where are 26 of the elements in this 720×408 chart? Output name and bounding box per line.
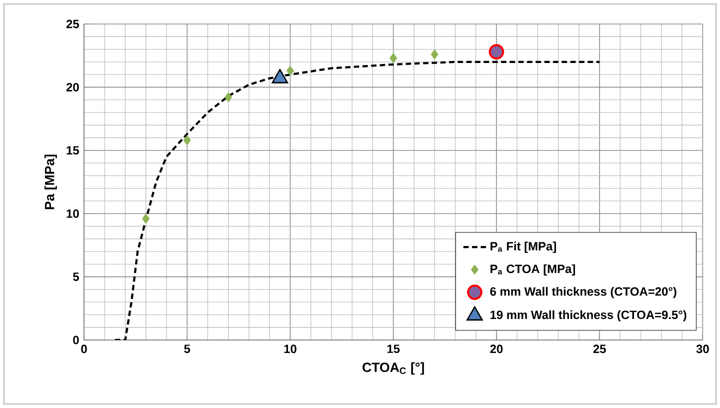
x-tick-label: 0 xyxy=(81,344,87,354)
y-tick-label: 10 xyxy=(66,209,79,218)
x-tick-label: 30 xyxy=(696,344,709,354)
y-tick-label: 25 xyxy=(66,20,79,28)
point xyxy=(224,92,232,102)
y-tick-label: 15 xyxy=(66,146,79,155)
x-tick-label: 10 xyxy=(284,344,296,354)
point xyxy=(430,49,438,60)
y-tick-label: 0 xyxy=(73,336,79,344)
y-tick-label: 20 xyxy=(66,82,79,92)
legend-label: 6 mm Wall thickness (CTOA=20°) xyxy=(490,286,676,298)
legend-label: P$_{a}$ Fit [MPa] xyxy=(490,242,556,253)
legend-label: P$_{a}$ CTOA [MPa] xyxy=(490,264,575,276)
x-tick-label: 15 xyxy=(387,344,400,354)
x-tick-label: 25 xyxy=(593,344,606,354)
legend-label: 19 mm Wall thickness (CTOA=9.5°) xyxy=(490,310,686,322)
x-tick-label: 5 xyxy=(184,344,190,354)
x-axis-title: CTOA$_{C}$ [°] xyxy=(362,362,424,375)
point xyxy=(183,135,191,146)
point xyxy=(142,214,150,224)
point xyxy=(286,66,294,76)
point xyxy=(488,44,504,60)
point xyxy=(390,53,398,64)
x-tick-label: 20 xyxy=(490,344,503,354)
y-tick-label: 5 xyxy=(73,272,79,281)
y-axis-title: Pa [MPa] xyxy=(44,154,57,210)
